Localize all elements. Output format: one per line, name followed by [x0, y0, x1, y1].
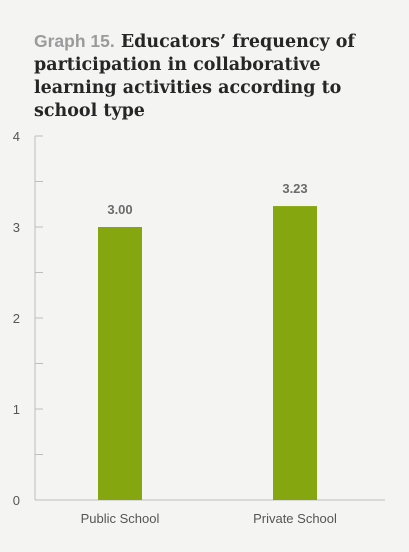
x-tick-label: Private School [253, 511, 337, 526]
bar-value-label: 3.23 [282, 181, 307, 196]
y-tick-label: 0 [13, 493, 20, 508]
y-tick-label: 3 [13, 220, 20, 235]
bar-public-school [98, 227, 142, 500]
y-tick-label: 4 [13, 129, 20, 144]
y-tick-label: 2 [13, 311, 20, 326]
chart-title: Graph 15. Educators’ frequency of partic… [34, 30, 394, 123]
chart-title-text: Educators’ frequency of participation in… [34, 32, 355, 121]
bar-value-label: 3.00 [107, 202, 132, 217]
bar-private-school [273, 206, 317, 500]
x-tick-label: Public School [81, 511, 160, 526]
chart-title-label: Graph 15. [34, 31, 115, 51]
y-tick-label: 1 [13, 402, 20, 417]
